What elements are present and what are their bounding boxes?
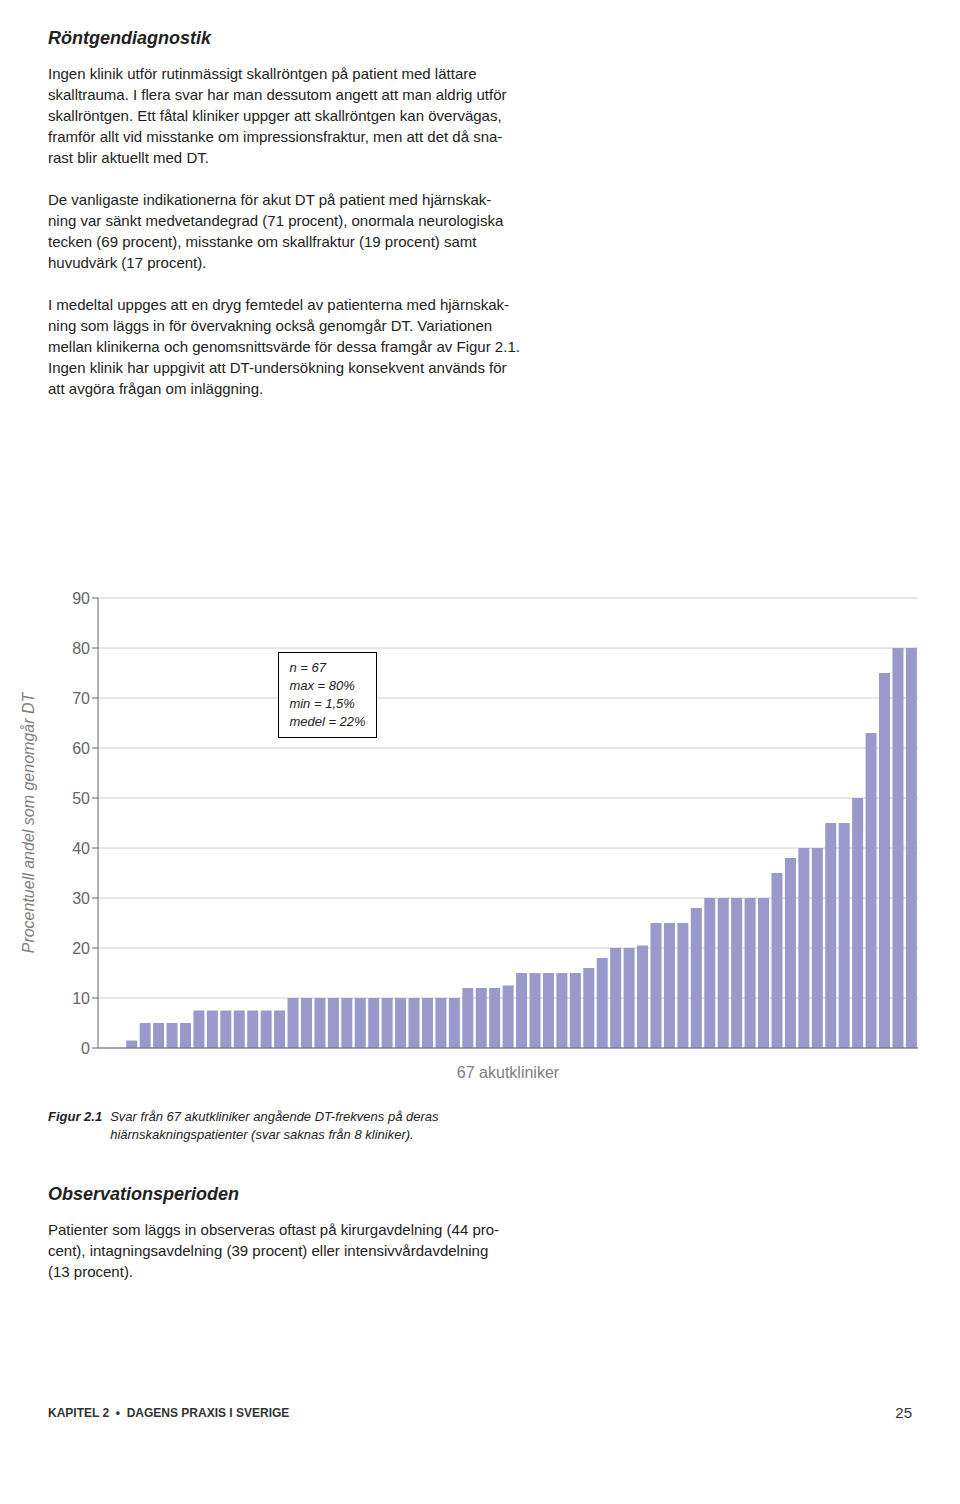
html-text:Svar från 67 akutkliniker angå: Svar från 67 akutkliniker angående DT-fr… bbox=[110, 1109, 439, 1142]
svg-text:0: 0 bbox=[81, 1040, 90, 1057]
svg-text:67 akutkliniker: 67 akutkliniker bbox=[457, 1064, 560, 1081]
svg-text:20: 20 bbox=[72, 940, 90, 957]
html-text:n = 67 max = 80% min = 1,5% me: n = 67 max = 80% min = 1,5% medel = 22% bbox=[289, 660, 366, 729]
html-text:KAPITEL 2 • DAGENS PRAXIS I SV: KAPITEL 2 • DAGENS PRAXIS I SVERIGE bbox=[48, 1405, 290, 1420]
svg-text:70: 70 bbox=[72, 690, 90, 707]
svg-text:80: 80 bbox=[72, 640, 90, 657]
html-text:25: 25 bbox=[895, 1404, 912, 1421]
svg-text:10: 10 bbox=[72, 990, 90, 1007]
svg-text:60: 60 bbox=[72, 740, 90, 757]
svg-text:90: 90 bbox=[72, 590, 90, 607]
svg-text:40: 40 bbox=[72, 840, 90, 857]
svg-text:30: 30 bbox=[72, 890, 90, 907]
html-text:Ingen klinik utför rutinmässig: Ingen klinik utför rutinmässigt skallrön… bbox=[48, 65, 520, 397]
svg-text:50: 50 bbox=[72, 790, 90, 807]
html-text:Observationsperioden: Observationsperioden bbox=[48, 1184, 240, 1204]
svg-text:Procentuell andel som genomgår: Procentuell andel som genomgår DT bbox=[20, 691, 37, 953]
html-text:Patienter som läggs in observe: Patienter som läggs in observeras oftast… bbox=[48, 1221, 500, 1280]
html-text:Röntgendiagnostik: Röntgendiagnostik bbox=[48, 28, 211, 48]
html-text:Figur 2.1: Figur 2.1 bbox=[48, 1109, 103, 1124]
